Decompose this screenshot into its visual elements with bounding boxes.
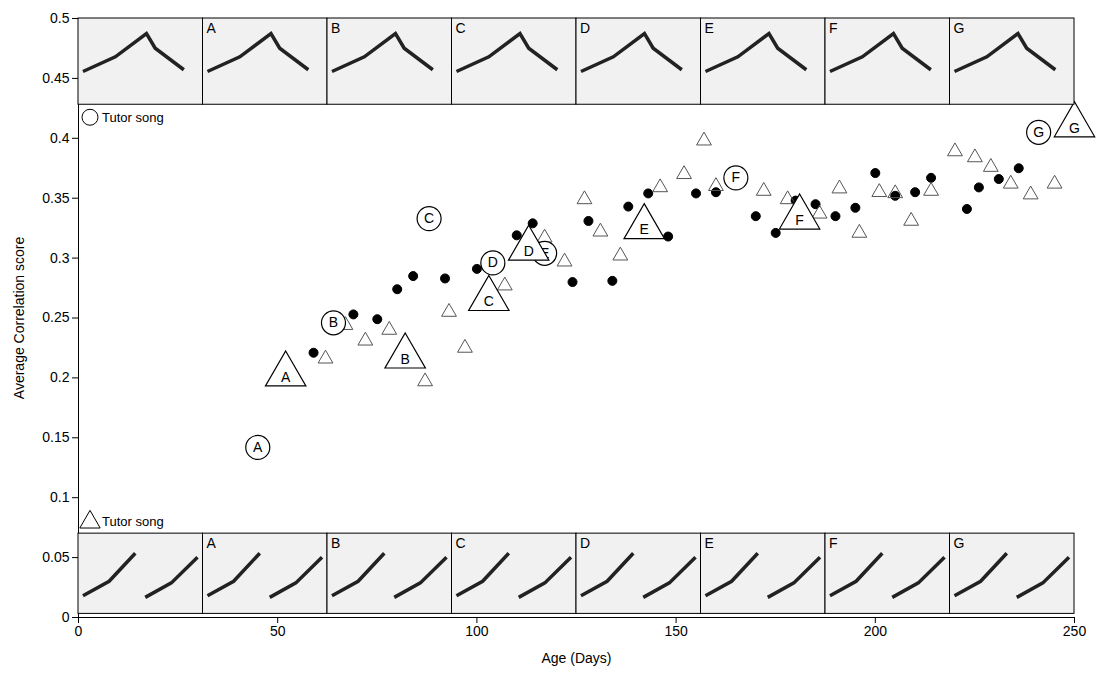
svg-text:0.3: 0.3 — [50, 250, 70, 266]
svg-text:0: 0 — [62, 609, 70, 625]
svg-text:F: F — [829, 20, 838, 36]
svg-text:150: 150 — [664, 623, 688, 639]
svg-text:G: G — [1033, 124, 1044, 140]
svg-text:C: C — [424, 210, 434, 226]
svg-text:250: 250 — [1063, 623, 1087, 639]
svg-text:C: C — [456, 20, 466, 36]
svg-text:0.35: 0.35 — [42, 190, 69, 206]
svg-text:D: D — [488, 254, 498, 270]
svg-text:G: G — [954, 20, 965, 36]
svg-text:E: E — [640, 221, 649, 237]
svg-text:200: 200 — [864, 623, 888, 639]
svg-text:0.2: 0.2 — [50, 369, 70, 385]
svg-text:E: E — [705, 20, 714, 36]
svg-text:A: A — [253, 439, 263, 455]
svg-text:50: 50 — [270, 623, 286, 639]
svg-text:0.05: 0.05 — [42, 549, 69, 565]
svg-text:Tutor song: Tutor song — [102, 110, 164, 125]
svg-text:A: A — [281, 369, 291, 385]
svg-text:F: F — [795, 212, 804, 228]
svg-text:0.1: 0.1 — [50, 489, 70, 505]
svg-text:B: B — [331, 20, 340, 36]
svg-text:100: 100 — [465, 623, 489, 639]
svg-text:B: B — [401, 351, 410, 367]
svg-text:D: D — [580, 20, 590, 36]
svg-text:0: 0 — [75, 623, 83, 639]
svg-text:D: D — [580, 535, 590, 551]
svg-text:B: B — [331, 535, 340, 551]
svg-text:C: C — [456, 535, 466, 551]
svg-text:Tutor song: Tutor song — [102, 514, 164, 529]
svg-text:G: G — [1069, 120, 1080, 136]
svg-text:B: B — [329, 314, 338, 330]
svg-text:A: A — [207, 20, 217, 36]
svg-text:0.5: 0.5 — [50, 10, 70, 26]
svg-text:0.15: 0.15 — [42, 429, 69, 445]
svg-text:A: A — [207, 535, 217, 551]
svg-text:G: G — [954, 535, 965, 551]
svg-text:E: E — [705, 535, 714, 551]
svg-text:0.25: 0.25 — [42, 309, 69, 325]
svg-text:0.45: 0.45 — [42, 70, 69, 86]
svg-text:Average Correlation score: Average Correlation score — [11, 237, 27, 400]
svg-text:D: D — [524, 243, 534, 259]
svg-text:0.4: 0.4 — [50, 130, 70, 146]
svg-text:F: F — [829, 535, 838, 551]
svg-text:Age (Days): Age (Days) — [541, 650, 611, 666]
svg-text:C: C — [484, 293, 494, 309]
svg-text:F: F — [732, 169, 741, 185]
